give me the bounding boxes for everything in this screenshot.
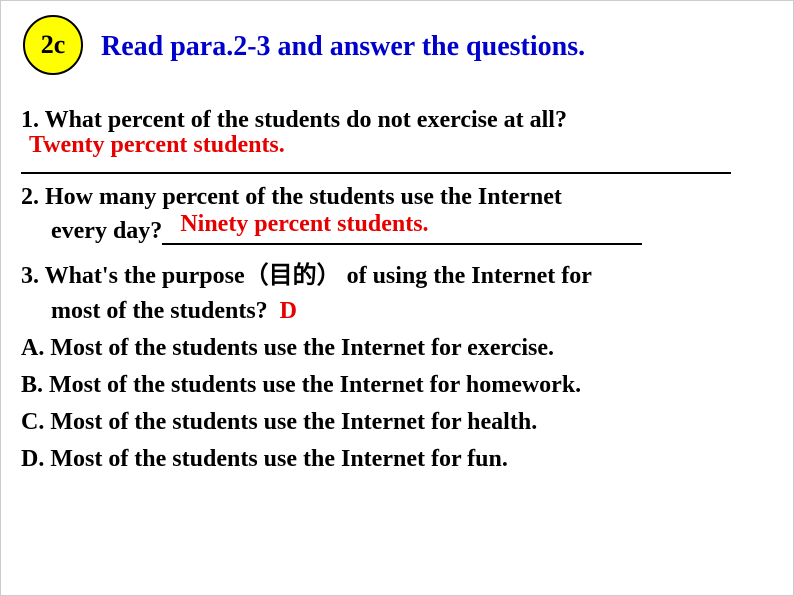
question-3-prefix: most of the students? bbox=[51, 298, 268, 324]
answer-1-text: Twenty percent students. bbox=[29, 132, 285, 159]
badge-text: 2c bbox=[41, 30, 66, 60]
option-b: B. Most of the students use the Internet… bbox=[21, 372, 773, 399]
question-3-line1: 3. What's the purpose（目的） of using the I… bbox=[21, 255, 773, 290]
question-2-prefix: every day? bbox=[21, 218, 162, 245]
question-3-line2: most of the students? D bbox=[21, 298, 773, 325]
option-c: C. Most of the students use the Internet… bbox=[21, 409, 773, 436]
content-area: 1. What percent of the students do not e… bbox=[21, 107, 773, 483]
section-badge: 2c bbox=[23, 15, 83, 75]
question-2-line1: 2. How many percent of the students use … bbox=[21, 184, 773, 211]
option-d: D. Most of the students use the Internet… bbox=[21, 446, 773, 473]
answer-2-text: Ninety percent students. bbox=[180, 211, 428, 238]
answer-blank-1: Twenty percent students. bbox=[21, 138, 731, 174]
page-title: Read para.2-3 and answer the questions. bbox=[101, 31, 585, 63]
answer-blank-2: Ninety percent students. bbox=[162, 215, 642, 245]
answer-3-text: D bbox=[280, 298, 297, 324]
option-a: A. Most of the students use the Internet… bbox=[21, 335, 773, 362]
question-1-text: 1. What percent of the students do not e… bbox=[21, 107, 773, 134]
question-2-line2: every day?Ninety percent students. bbox=[21, 215, 773, 245]
